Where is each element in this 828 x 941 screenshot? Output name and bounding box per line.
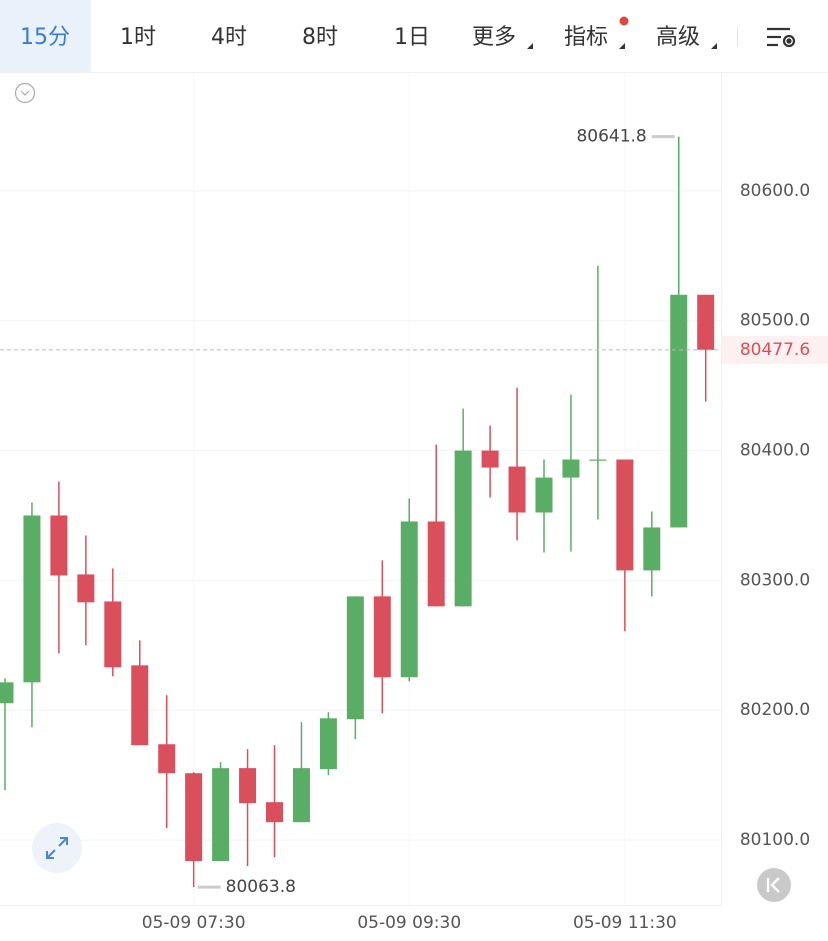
candle-body: [562, 459, 580, 478]
candle-body: [697, 294, 715, 350]
low-marker-label: 80063.8: [226, 877, 296, 897]
y-tick-label: 80600.0: [740, 181, 810, 201]
high-marker-label: 80641.8: [576, 127, 646, 147]
tab[interactable]: 8时: [302, 25, 338, 50]
last-price-label: 80477.6: [740, 340, 810, 360]
y-tick-label: 80400.0: [740, 441, 810, 461]
overlays: 80641.8 80063.8 80477.6: [0, 127, 828, 897]
tab[interactable]: 1日: [394, 25, 430, 50]
candle-body: [508, 466, 526, 513]
last-price-bg: [722, 335, 828, 364]
candle-body: [400, 521, 418, 678]
candle-body: [643, 527, 661, 571]
tab[interactable]: 1时: [120, 25, 156, 50]
candle-body: [50, 515, 68, 576]
candle-body: [239, 768, 257, 804]
candle-body: [158, 744, 176, 774]
kline-reset-button[interactable]: [757, 868, 791, 902]
tab[interactable]: 4时: [211, 25, 247, 50]
candle-body: [185, 773, 203, 862]
candles: [0, 136, 715, 888]
notification-dot: [619, 16, 629, 26]
candle-body: [292, 768, 310, 823]
tab[interactable]: 更多: [472, 25, 516, 50]
candle-body: [319, 718, 337, 770]
candle-body: [589, 459, 607, 461]
collapse-button[interactable]: [14, 82, 36, 104]
y-tick-label: 80200.0: [740, 700, 810, 720]
settings-button[interactable]: [767, 27, 796, 48]
dropdown-caret: [527, 43, 533, 49]
tab-active-bg: [0, 0, 91, 72]
tab[interactable]: 高级: [656, 25, 700, 50]
x-tick-label: 05-09 11:30: [573, 913, 677, 933]
tab[interactable]: 15分: [20, 25, 70, 50]
candle-body: [0, 682, 14, 704]
y-tick-label: 80300.0: [740, 570, 810, 590]
dropdown-caret: [619, 43, 625, 49]
candle-body: [23, 515, 41, 683]
candle-body: [454, 450, 472, 607]
dropdown-caret: [711, 43, 717, 49]
candle-body: [77, 574, 95, 603]
candle-body: [266, 802, 283, 823]
candle-body: [535, 477, 553, 513]
candle-body: [670, 294, 688, 528]
x-tick-label: 05-09 09:30: [357, 913, 461, 933]
candle-body: [427, 521, 445, 607]
fullscreen-button[interactable]: [32, 823, 82, 873]
candle-body: [346, 596, 364, 720]
x-tick-label: 05-09 07:30: [142, 913, 246, 933]
y-tick-label: 80500.0: [740, 311, 810, 331]
candle-body: [616, 459, 634, 571]
y-tick-label: 80100.0: [740, 830, 810, 850]
tab[interactable]: 指标: [564, 25, 608, 50]
candle-body: [373, 596, 391, 678]
toolbar: 15分 1时 4时 8时 1日 更多 指标 高级: [0, 0, 717, 72]
candle-body: [131, 665, 149, 746]
candle-body: [104, 601, 122, 668]
candle-body: [212, 768, 230, 862]
candle-body: [481, 450, 499, 468]
